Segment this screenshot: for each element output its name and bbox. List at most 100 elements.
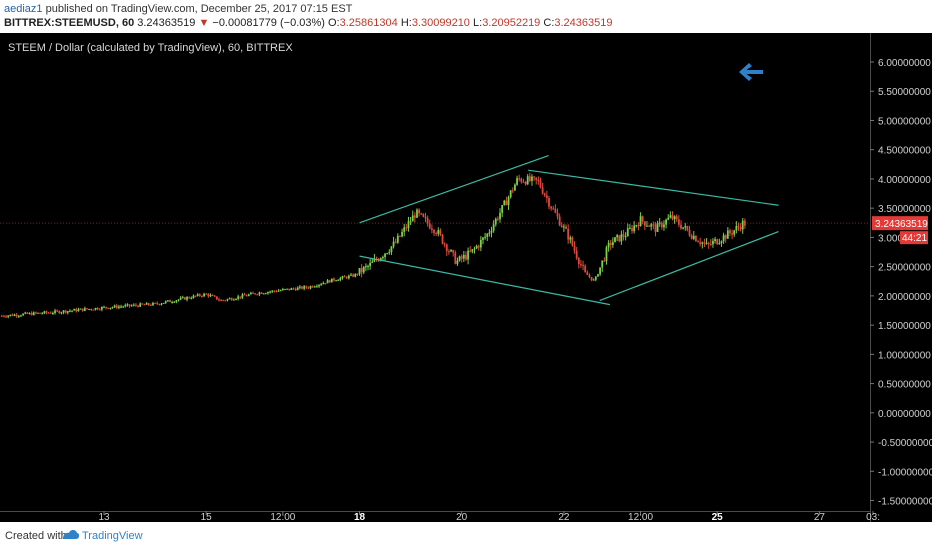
candle-body	[675, 216, 678, 220]
plot-area	[0, 33, 870, 511]
candle-body	[83, 308, 86, 311]
candle-body	[39, 312, 42, 314]
candle-body	[516, 178, 518, 185]
candle-body	[88, 308, 90, 310]
candle-body	[633, 225, 636, 232]
candle-body	[445, 244, 448, 252]
candle-body	[188, 297, 191, 299]
candle-body	[45, 311, 48, 313]
candle-body	[396, 235, 399, 243]
candle-body	[663, 224, 665, 228]
trendline[interactable]	[528, 169, 779, 206]
candle-body	[103, 306, 105, 308]
candle-body	[545, 195, 548, 198]
trendline[interactable]	[359, 154, 549, 224]
candle-body	[616, 235, 619, 238]
close-value: 3.24363519	[554, 17, 613, 29]
candle-body	[190, 298, 193, 300]
price-chart[interactable]: 6.00000000 5.50000000 5.00000000 4.50000000…	[0, 33, 932, 522]
candle-body	[228, 298, 231, 300]
candle-body	[284, 289, 286, 291]
candle-body	[28, 312, 31, 314]
close-label: C:	[543, 17, 555, 29]
candle-body	[154, 302, 156, 304]
candle-body	[386, 253, 389, 255]
candle-body	[735, 226, 738, 231]
countdown-marker	[900, 231, 928, 245]
candle-body	[160, 303, 163, 305]
candle-body	[646, 225, 648, 227]
y-tick-label: 1.00000000	[878, 350, 931, 361]
candle-body	[543, 193, 546, 196]
candle-body	[277, 290, 280, 292]
candle-body	[741, 220, 744, 230]
candle-body	[492, 224, 495, 231]
candle-body	[194, 295, 197, 297]
trendline[interactable]	[359, 255, 611, 306]
last-price-marker-label: 3.24363519	[875, 219, 928, 230]
publish-info: aediaz1 published on TradingView.com, De…	[4, 3, 352, 15]
y-tick-label: -0.50000000	[878, 438, 932, 449]
candle-body	[205, 293, 208, 295]
quote-line: BITTREX:STEEMUSD, 60 3.24363519 ▼ −0.000…	[4, 17, 613, 29]
last-price-marker	[872, 216, 928, 231]
author-link[interactable]: aediaz1	[4, 3, 43, 15]
candle-body	[614, 237, 616, 243]
candle-body	[577, 258, 580, 265]
candle-body	[433, 229, 435, 233]
footer: Created with TradingView	[0, 522, 932, 550]
candle-body	[77, 309, 80, 312]
candle-body	[439, 230, 442, 235]
candle-body	[486, 233, 489, 237]
candle-body	[105, 306, 108, 308]
candle-body	[729, 230, 731, 234]
candle-body	[100, 306, 103, 310]
candle-body	[269, 291, 271, 293]
y-tick-label: -1.50000000	[878, 497, 932, 508]
published-text: published on TradingView.com, December 2…	[45, 3, 353, 15]
candle-body	[680, 224, 682, 229]
candle-body	[403, 227, 406, 232]
candle-body	[703, 242, 706, 244]
candle-body	[537, 180, 540, 182]
candle-body	[62, 310, 65, 313]
candle-body	[198, 294, 201, 296]
candle-body	[563, 226, 565, 228]
candle-body	[550, 206, 553, 209]
candle-body	[709, 243, 712, 245]
candle-body	[313, 286, 316, 288]
candle-body	[552, 208, 555, 210]
candle-body	[467, 250, 469, 260]
candle-body	[420, 213, 423, 215]
candle-body	[716, 239, 719, 245]
candle-body	[724, 235, 727, 239]
candle-body	[490, 230, 493, 233]
candle-body	[222, 300, 225, 302]
countdown-label: 44:21	[902, 233, 927, 244]
candle-body	[426, 218, 429, 224]
candle-body	[318, 284, 320, 287]
candle-body	[448, 251, 450, 253]
tradingview-brand-link[interactable]: TradingView	[82, 530, 143, 542]
candle-body	[224, 300, 227, 302]
candle-body	[531, 176, 533, 181]
candle-body	[428, 223, 431, 229]
candle-body	[390, 246, 393, 253]
arrow-left-icon[interactable]	[739, 63, 763, 81]
candle-body	[669, 215, 672, 218]
x-tick-label: 27	[814, 512, 826, 522]
candle-body	[145, 303, 148, 305]
candle-body	[328, 280, 331, 283]
candle-body	[584, 265, 587, 273]
created-with-text: Created with	[5, 530, 67, 542]
candle-body	[514, 184, 516, 191]
candle-body	[273, 290, 276, 292]
candle-body	[22, 313, 24, 316]
trendline[interactable]	[599, 231, 779, 302]
candle-body	[605, 247, 608, 262]
candle-body	[465, 254, 467, 260]
candle-body	[215, 296, 218, 300]
candle-body	[75, 309, 78, 312]
candle-body	[479, 239, 482, 248]
candle-body	[92, 309, 95, 311]
